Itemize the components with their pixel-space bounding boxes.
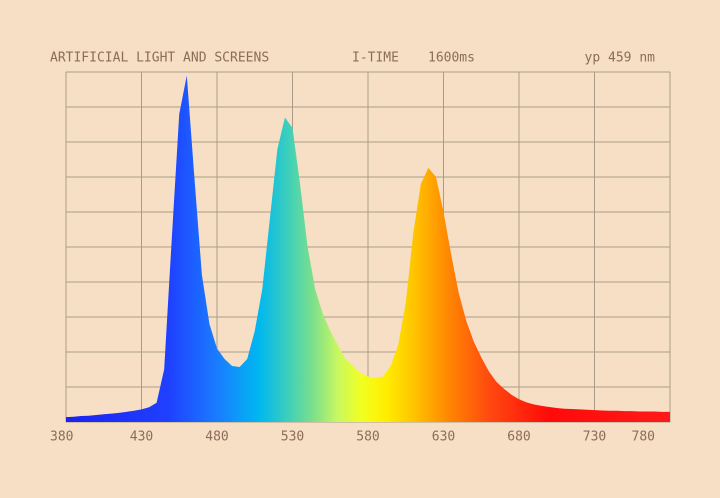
chart-title: ARTIFICIAL LIGHT AND SCREENS <box>50 51 269 66</box>
integration-time: 1600ms <box>428 51 475 66</box>
integration-time-label: I-TIME <box>352 51 399 66</box>
x-tick-label: 480 <box>205 430 228 445</box>
x-tick-label: 380 <box>50 430 73 445</box>
x-tick-label: 530 <box>281 430 304 445</box>
x-tick-label: 680 <box>507 430 530 445</box>
x-tick-label: 430 <box>130 430 153 445</box>
grid <box>65 71 671 423</box>
x-tick-label: 630 <box>432 430 455 445</box>
spectrum-area <box>66 75 670 422</box>
plot <box>66 75 670 422</box>
x-tick-label: 580 <box>356 430 379 445</box>
x-tick-label: 780 <box>632 430 655 445</box>
x-axis: 380 430 480 530 580 630 680 730 780 <box>50 430 655 445</box>
peak-label: yp 459 nm <box>585 51 656 66</box>
x-tick-label: 730 <box>583 430 606 445</box>
